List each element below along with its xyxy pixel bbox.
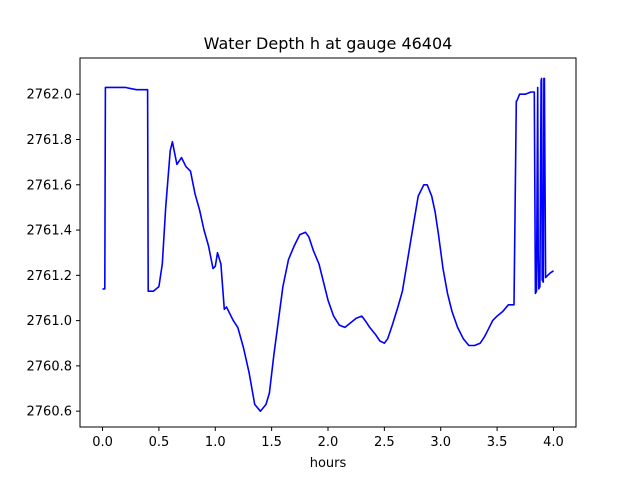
y-tick-label: 2761.4 bbox=[27, 224, 73, 239]
y-tick-label: 2760.8 bbox=[27, 359, 73, 374]
y-tick-label: 2761.2 bbox=[27, 269, 73, 284]
x-tick-label: 2.0 bbox=[318, 435, 339, 450]
plot-area-frame bbox=[79, 57, 577, 428]
y-axis: 2760.6 2760.8 2761.0 2761.2 2761.4 2761.6 2761… bbox=[27, 88, 80, 420]
x-tick-label: 3.0 bbox=[430, 435, 451, 450]
x-axis: 0.0 0.5 1.0 1.5 2.0 2.5 3.0 3.5 4.0 bbox=[92, 427, 564, 450]
x-tick-label: 4.0 bbox=[543, 435, 564, 450]
y-tick-label: 2761.6 bbox=[27, 178, 73, 193]
chart-title: Water Depth h at gauge 46404 bbox=[204, 34, 453, 53]
y-tick-label: 2761.0 bbox=[27, 314, 73, 329]
x-tick-label: 0.0 bbox=[92, 435, 113, 450]
x-tick-label: 0.5 bbox=[149, 435, 170, 450]
x-tick-label: 1.5 bbox=[261, 435, 282, 450]
y-tick-label: 2760.6 bbox=[27, 405, 73, 420]
y-tick-label: 2761.8 bbox=[27, 133, 73, 148]
x-tick-label: 2.5 bbox=[374, 435, 395, 450]
series-line-water-depth bbox=[102, 77, 554, 412]
x-tick-label: 1.0 bbox=[205, 435, 226, 450]
x-tick-label: 3.5 bbox=[487, 435, 508, 450]
y-tick-label: 2762.0 bbox=[27, 88, 73, 103]
x-axis-label: hours bbox=[310, 456, 347, 471]
